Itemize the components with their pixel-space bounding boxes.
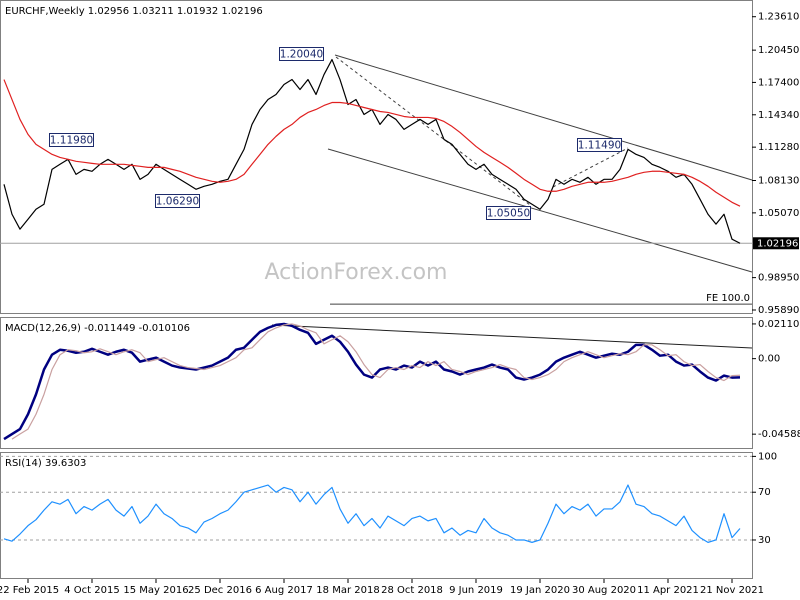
y-tick-label: 0.021107 xyxy=(758,319,800,330)
annotation: 1.11490 xyxy=(577,138,622,152)
y-tick-label: 1.17400 xyxy=(758,77,799,88)
series-line xyxy=(11,323,741,440)
x-tick-label: 15 May 2016 xyxy=(123,585,188,596)
annotation-text: 1.11490 xyxy=(578,140,621,152)
y-tick-label: 100 xyxy=(758,451,777,462)
annotation-text: 1.05050 xyxy=(487,208,530,220)
series-line xyxy=(3,484,741,543)
annotation: 1.05050 xyxy=(486,206,531,220)
fib-line xyxy=(335,56,531,206)
annotation: 1.11980 xyxy=(49,133,94,147)
panel-title: MACD(12,26,9) -0.011449 -0.010106 xyxy=(5,323,190,334)
annotation-text: 1.11980 xyxy=(50,135,93,147)
y-tick-label: 70 xyxy=(758,487,771,498)
rsi-panel xyxy=(0,452,753,579)
y-tick-label: 1.08130 xyxy=(758,175,799,186)
annotation-text: 1.20040 xyxy=(280,49,323,61)
y-tick-label: 1.11280 xyxy=(758,142,799,153)
x-tick-label: 18 Mar 2018 xyxy=(316,585,379,596)
annotation: 1.06290 xyxy=(155,194,200,208)
panel-title: RSI(14) 39.6303 xyxy=(5,458,86,469)
y-tick-label: 30 xyxy=(758,535,771,546)
last-price-label: 1.02196 xyxy=(757,238,798,249)
y-tick-label: 1.05070 xyxy=(758,208,799,219)
last-price-box xyxy=(753,237,799,250)
y-tick-label: 0.95890 xyxy=(758,305,799,316)
x-tick-label: 21 Nov 2021 xyxy=(700,585,764,596)
y-tick-label: 1.23610 xyxy=(758,12,799,23)
channel-upper xyxy=(334,54,753,181)
price-panel xyxy=(0,0,753,314)
x-tick-label: 25 Dec 2016 xyxy=(188,585,252,596)
x-tick-label: 9 Jun 2019 xyxy=(449,585,503,596)
fib-line xyxy=(552,147,629,188)
y-tick-label: 0.00 xyxy=(758,354,780,365)
macd-trendline xyxy=(271,324,753,349)
x-tick-label: 22 Feb 2015 xyxy=(0,585,59,596)
y-tick-label: 1.20450 xyxy=(758,45,799,56)
panel-title: EURCHF,Weekly 1.02956 1.03211 1.01932 1.… xyxy=(5,6,263,17)
x-tick-label: 30 Aug 2020 xyxy=(572,585,636,596)
x-tick-label: 28 Oct 2018 xyxy=(381,585,443,596)
series-line xyxy=(3,79,741,207)
x-tick-label: 19 Jan 2020 xyxy=(510,585,570,596)
y-tick-label: 1.14340 xyxy=(758,110,799,121)
x-tick-label: 11 Apr 2021 xyxy=(637,585,699,596)
annotation-text: 1.06290 xyxy=(156,196,199,208)
x-tick-label: 4 Oct 2015 xyxy=(64,585,119,596)
annotation: 1.20040 xyxy=(279,47,324,61)
channel-lower xyxy=(327,148,753,273)
x-tick-label: 6 Aug 2017 xyxy=(255,585,313,596)
watermark: ActionForex.com xyxy=(265,260,448,285)
y-tick-label: -0.045886 xyxy=(758,429,800,440)
y-tick-label: 0.98950 xyxy=(758,273,799,284)
macd-panel xyxy=(0,317,753,449)
fe-label: FE 100.0 xyxy=(706,293,750,304)
